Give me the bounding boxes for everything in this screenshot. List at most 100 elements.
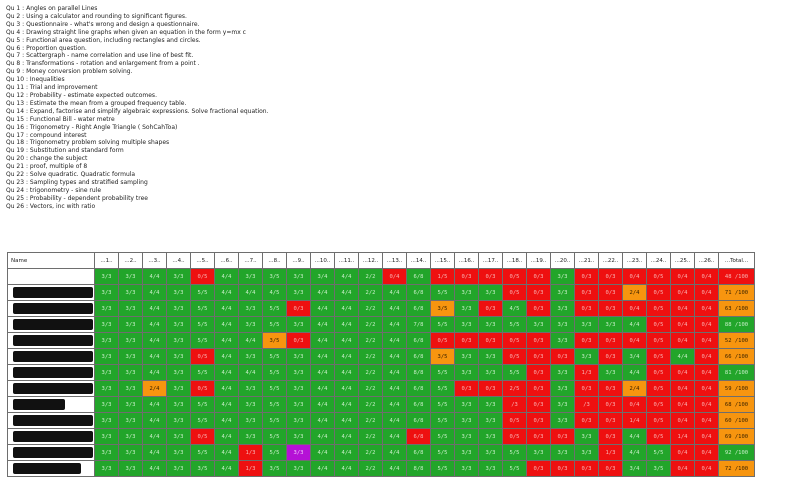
score-cell: 0/3: [598, 300, 623, 317]
score-cell: 0/4: [694, 460, 719, 477]
student-name-cell: [7, 332, 95, 349]
score-cell: 0/4: [694, 396, 719, 413]
score-cell: 0/4: [694, 332, 719, 349]
question-item: Qu 2 : Using a calculator and rounding t…: [6, 12, 187, 20]
score-cell: 3/3: [118, 380, 143, 397]
score-cell: 4/4: [214, 428, 239, 445]
score-cell: 0/5: [190, 268, 215, 285]
score-cell: 0/3: [454, 268, 479, 285]
score-cell: 5/5: [190, 412, 215, 429]
score-cell: 1/3: [238, 444, 263, 461]
score-cell: 3/3: [94, 412, 119, 429]
score-cell: 4/4: [238, 364, 263, 381]
score-cell: 5/5: [190, 300, 215, 317]
score-cell: 0/4: [670, 332, 695, 349]
score-cell: 0/3: [550, 460, 575, 477]
student-name-cell: [7, 300, 95, 317]
score-cell: 0/5: [190, 348, 215, 365]
score-cell: 2/2: [358, 316, 383, 333]
score-cell: 3/3: [94, 332, 119, 349]
question-header: ...12..: [358, 252, 383, 269]
score-cell: 4/4: [622, 444, 647, 461]
score-cell: 4/4: [622, 316, 647, 333]
question-item: Qu 7 : Scattergraph - name correlation a…: [6, 52, 194, 60]
score-cell: 3/3: [286, 444, 311, 461]
score-cell: 2/2: [358, 412, 383, 429]
score-cell: 3/3: [478, 412, 503, 429]
total-score-cell: 69 /100: [718, 428, 755, 445]
score-cell: 4/4: [142, 412, 167, 429]
score-cell: 4/4: [334, 444, 359, 461]
score-cell: 3/5: [190, 460, 215, 477]
score-cell: 3/3: [286, 428, 311, 445]
score-cell: 5/5: [190, 284, 215, 301]
score-cell: 3/3: [118, 316, 143, 333]
score-cell: 0/5: [646, 412, 671, 429]
question-item: Qu 17 : compound interest: [6, 131, 87, 139]
score-cell: 4/4: [310, 428, 335, 445]
score-cell: 0/4: [670, 412, 695, 429]
score-cell: 4/4: [382, 444, 407, 461]
score-cell: 0/5: [430, 332, 455, 349]
student-row: 3/3 3/3 4/4 3/3 0/5 4/4 3/3 3/5 3/3 3/4 4/4 2/2 0/4 6…: [7, 268, 755, 285]
score-cell: 4/4: [334, 332, 359, 349]
question-header: ...11..: [334, 252, 359, 269]
score-cell: 3/5: [646, 460, 671, 477]
score-cell: 0/3: [478, 332, 503, 349]
score-cell: 5/5: [430, 316, 455, 333]
score-cell: 2/4: [142, 380, 167, 397]
redacted-name: [13, 463, 81, 474]
score-cell: 0/3: [526, 460, 551, 477]
redacted-name: [13, 399, 65, 410]
score-cell: 4/4: [310, 412, 335, 429]
score-cell: 3/3: [574, 444, 599, 461]
score-cell: 3/3: [238, 428, 263, 445]
score-cell: 3/3: [286, 412, 311, 429]
score-cell: 0/5: [646, 268, 671, 285]
score-cell: 4/4: [310, 460, 335, 477]
score-cell: 3/3: [118, 284, 143, 301]
question-item: Qu 26 : Vectors, inc with ratio: [6, 202, 96, 210]
student-name-cell: [7, 428, 95, 445]
score-cell: 4/4: [214, 268, 239, 285]
student-row: 3/3 3/3 4/4 3/3 3/5 4/4 1/3 3/5 3/3 4/4 4/4 2/2 4/4 8…: [7, 460, 755, 477]
score-cell: 5/5: [430, 428, 455, 445]
student-name-cell: [7, 364, 95, 381]
student-row: 3/3 3/3 4/4 3/3 0/5 4/4 3/3 5/5 3/3 4/4 4/4 2/2 4/4 6…: [7, 428, 755, 445]
score-cell: 3/3: [166, 332, 191, 349]
question-item: Qu 22 : Solve quadratic. Quadratic formu…: [6, 171, 136, 179]
score-cell: 3/3: [166, 460, 191, 477]
score-cell: 2/2: [358, 460, 383, 477]
total-score-cell: 63 /100: [718, 300, 755, 317]
score-cell: 0/4: [694, 284, 719, 301]
score-cell: 3/3: [598, 316, 623, 333]
question-header: ...2..: [118, 252, 143, 269]
score-cell: 0/3: [286, 332, 311, 349]
score-cell: 0/3: [454, 332, 479, 349]
score-cell: 4/4: [334, 460, 359, 477]
score-cell: 0/3: [478, 268, 503, 285]
student-name-cell: [7, 380, 95, 397]
score-cell: 5/5: [262, 428, 287, 445]
score-cell: 3/3: [454, 300, 479, 317]
score-cell: 0/3: [574, 412, 599, 429]
score-cell: 2/2: [358, 284, 383, 301]
score-cell: 0/3: [526, 396, 551, 413]
score-cell: 0/5: [646, 316, 671, 333]
score-cell: 0/3: [478, 380, 503, 397]
score-cell: 4/4: [214, 412, 239, 429]
score-cell: 0/3: [598, 412, 623, 429]
score-cell: 3/3: [478, 460, 503, 477]
score-cell: 3/3: [286, 364, 311, 381]
total-score-cell: 88 /100: [718, 316, 755, 333]
question-header: ...24..: [646, 252, 671, 269]
name-header: Name: [7, 252, 95, 269]
total-score-cell: 60 /100: [718, 412, 755, 429]
score-cell: 3/3: [118, 332, 143, 349]
score-cell: 2/2: [358, 428, 383, 445]
score-cell: 0/3: [598, 396, 623, 413]
student-row: 3/3 3/3 2/4 3/3 0/5 4/4 3/3 5/5 3/3 4/4 4/4 2/2 4/4 6…: [7, 380, 755, 397]
score-cell: 5/5: [190, 396, 215, 413]
score-cell: 2/2: [358, 364, 383, 381]
score-cell: 3/3: [238, 268, 263, 285]
